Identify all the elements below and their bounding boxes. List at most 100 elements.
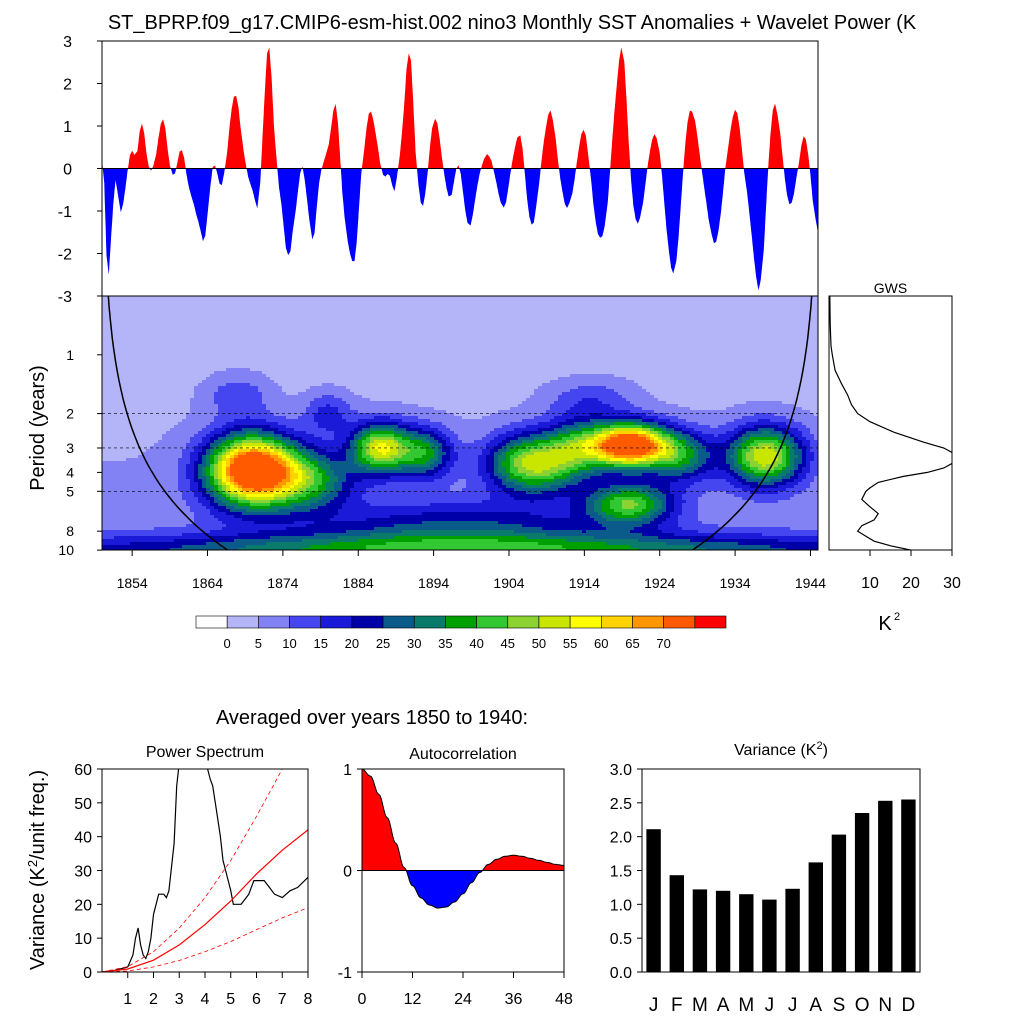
wavelet-cell (690, 338, 695, 342)
wavelet-cell (542, 377, 547, 381)
wavelet-cell (214, 365, 219, 369)
wavelet-cell (270, 320, 275, 324)
wavelet-cell (562, 344, 567, 348)
wavelet-cell (474, 371, 479, 375)
wavelet-cell (338, 311, 343, 315)
wavelet-cell (518, 341, 523, 345)
wavelet-cell (406, 377, 411, 381)
wavelet-cell (254, 347, 259, 351)
wavelet-cell (666, 350, 671, 354)
wavelet-cell (378, 305, 383, 309)
wavelet-cell (382, 332, 387, 336)
wavelet-cell (574, 326, 579, 330)
wavelet-cell (494, 329, 499, 333)
wavelet-cell (506, 317, 511, 321)
wavelet-cell (114, 359, 119, 363)
wavelet-cell (122, 308, 127, 312)
wavelet-cell (694, 338, 699, 342)
wavelet-cell (542, 329, 547, 333)
wavelet-cell (302, 329, 307, 333)
wavelet-cell (110, 308, 115, 312)
wavelet-cell (538, 374, 543, 378)
wavelet-cell (770, 359, 775, 363)
wavelet-cell (442, 374, 447, 378)
wavelet-cell (626, 377, 631, 381)
wavelet-cell (750, 311, 755, 315)
wavelet-cell (194, 335, 199, 339)
wavelet-cell (118, 323, 123, 327)
wavelet-cell (594, 347, 599, 351)
wavelet-cell (110, 311, 115, 315)
wavelet-cell (482, 299, 487, 303)
wavelet-cell (682, 296, 687, 300)
wavelet-cell (810, 365, 815, 369)
wavelet-cell (814, 311, 818, 315)
wavelet-cell (594, 377, 599, 381)
wavelet-cell (426, 317, 431, 321)
wavelet-cell (434, 353, 439, 357)
wavelet-cell (438, 344, 443, 348)
wavelet-cell (310, 314, 315, 318)
wavelet-cell (790, 353, 795, 357)
wavelet-cell (610, 320, 615, 324)
wavelet-cell (634, 374, 639, 378)
wavelet-cell (178, 368, 183, 372)
wavelet-cell (190, 326, 195, 330)
wavelet-cell (738, 371, 743, 375)
wavelet-cell (486, 311, 491, 315)
wavelet-cell (534, 302, 539, 306)
wavelet-cell (214, 332, 219, 336)
wavelet-cell (298, 377, 303, 381)
wavelet-cell (742, 350, 747, 354)
wavelet-cell (554, 317, 559, 321)
wavelet-cell (562, 311, 567, 315)
wavelet-cell (486, 377, 491, 381)
wavelet-cell (750, 356, 755, 360)
wavelet-cell (702, 323, 707, 327)
wavelet-cell (334, 374, 339, 378)
wavelet-cell (374, 329, 379, 333)
wavelet-cell (670, 320, 675, 324)
wavelet-cell (242, 362, 247, 366)
wavelet-cell (262, 374, 267, 378)
wavelet-cell (118, 296, 123, 300)
wavelet-cell (442, 365, 447, 369)
wavelet-cell (126, 353, 131, 357)
wavelet-cell (310, 308, 315, 312)
wavelet-cell (462, 344, 467, 348)
wavelet-cell (514, 371, 519, 375)
wavelet-cell (298, 365, 303, 369)
wavelet-cell (266, 329, 271, 333)
wavelet-cell (226, 362, 231, 366)
wavelet-cell (134, 326, 139, 330)
wavelet-cell (646, 347, 651, 351)
wavelet-cell (462, 350, 467, 354)
wavelet-cell (694, 332, 699, 336)
wavelet-cell (138, 308, 143, 312)
wavelet-cell (210, 296, 215, 300)
wavelet-cell (806, 314, 811, 318)
wavelet-cell (266, 353, 271, 357)
wavelet-cell (286, 356, 291, 360)
wavelet-cell (502, 374, 507, 378)
wavelet-cell (406, 353, 411, 357)
wavelet-cell (794, 329, 799, 333)
wavelet-cell (638, 305, 643, 309)
wavelet-cell (714, 299, 719, 303)
wavelet-cell (146, 362, 151, 366)
wavelet-cell (114, 323, 119, 327)
wavelet-cell (362, 374, 367, 378)
wavelet-cell (286, 359, 291, 363)
wavelet-cell (394, 365, 399, 369)
wavelet-cell (690, 299, 695, 303)
wavelet-cell (482, 377, 487, 381)
wavelet-cell (722, 317, 727, 321)
wavelet-cell (806, 320, 811, 324)
wavelet-cell (762, 329, 767, 333)
wavelet-cell (210, 341, 215, 345)
wavelet-cell (266, 371, 271, 375)
wavelet-cell (570, 365, 575, 369)
wavelet-cell (230, 374, 235, 378)
wavelet-cell (462, 356, 467, 360)
wavelet-cell (678, 374, 683, 378)
